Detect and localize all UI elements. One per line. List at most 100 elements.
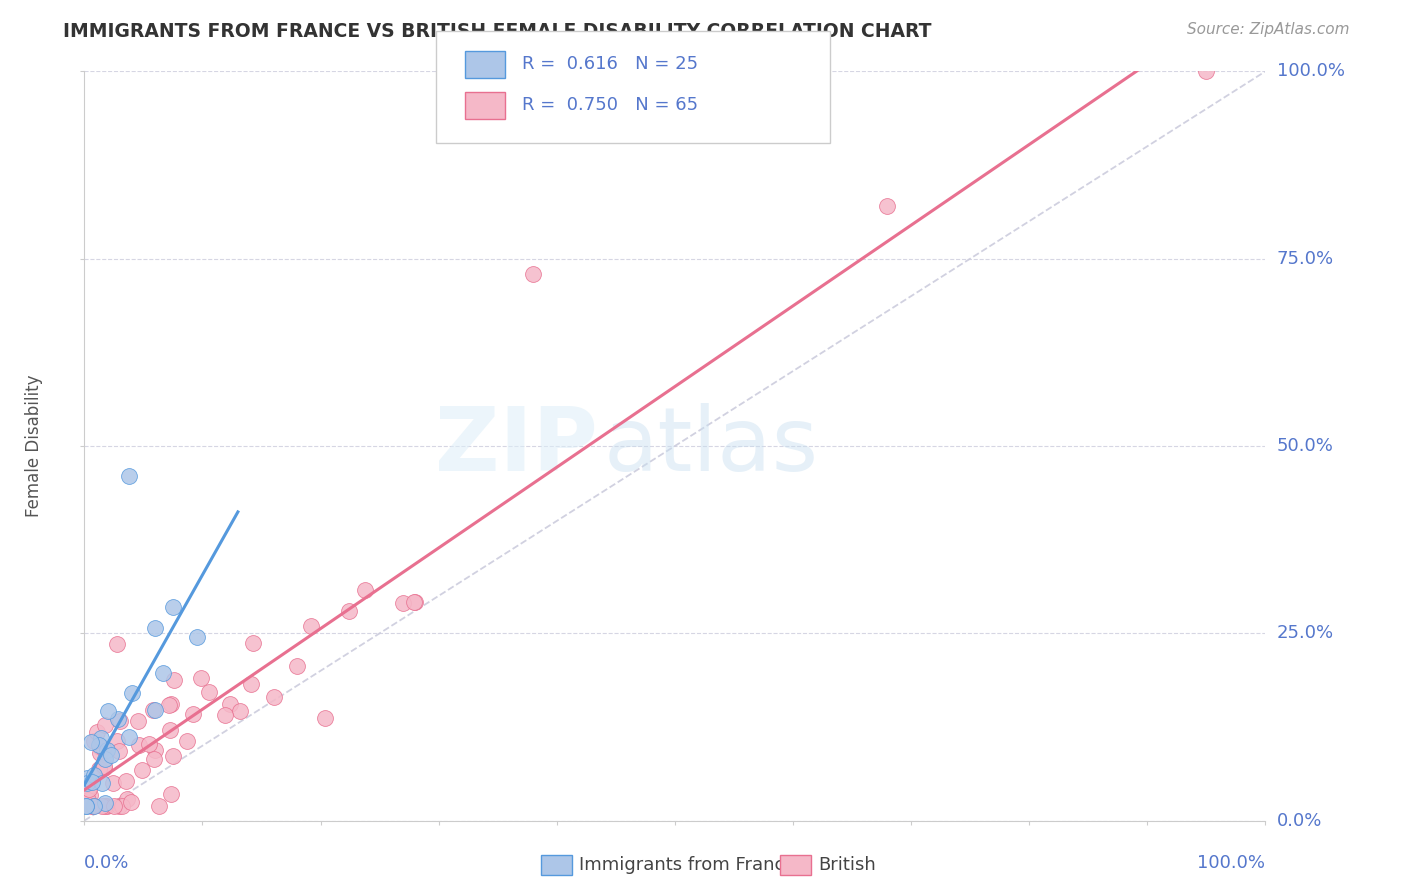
Point: [76, 771, 98, 785]
Point: [86, 724, 108, 739]
Point: [105, 637, 128, 651]
Text: 75.0%: 75.0%: [1277, 250, 1334, 268]
Point: [143, 702, 166, 716]
Point: [152, 666, 174, 681]
Point: [392, 596, 415, 610]
Text: R =  0.616   N = 25: R = 0.616 N = 25: [522, 55, 697, 73]
Point: [176, 734, 198, 748]
Point: [242, 635, 264, 649]
Point: [1195, 64, 1218, 78]
Point: [128, 738, 150, 752]
Text: 25.0%: 25.0%: [1277, 624, 1334, 642]
Text: Female Disability: Female Disability: [25, 375, 44, 517]
Point: [94, 718, 117, 732]
Point: [83, 734, 105, 748]
Point: [229, 704, 252, 718]
Point: [101, 776, 124, 790]
Point: [107, 798, 129, 813]
Point: [77, 780, 100, 795]
Point: [263, 690, 285, 704]
Point: [115, 774, 138, 789]
Text: Source: ZipAtlas.com: Source: ZipAtlas.com: [1187, 22, 1350, 37]
Text: 100.0%: 100.0%: [1198, 855, 1265, 872]
Text: 100.0%: 100.0%: [1277, 62, 1344, 80]
Point: [118, 469, 141, 483]
Point: [103, 798, 125, 813]
Point: [162, 599, 184, 614]
Point: [94, 752, 117, 766]
Point: [93, 761, 115, 775]
Text: atlas: atlas: [605, 402, 820, 490]
Point: [118, 730, 141, 744]
Point: [80, 735, 103, 749]
Point: [157, 698, 180, 712]
Point: [91, 776, 114, 790]
Point: [83, 798, 105, 813]
Point: [75, 798, 97, 813]
Point: [107, 712, 129, 726]
Point: [214, 707, 236, 722]
Point: [181, 706, 204, 721]
Point: [91, 798, 114, 813]
Point: [120, 795, 142, 809]
Point: [142, 752, 165, 766]
Point: [121, 686, 143, 700]
Point: [522, 267, 544, 281]
Point: [87, 738, 110, 752]
Point: [218, 697, 240, 711]
Point: [105, 734, 128, 748]
Point: [186, 630, 208, 644]
Point: [138, 737, 160, 751]
Point: [162, 749, 184, 764]
Point: [143, 621, 166, 635]
Point: [80, 775, 103, 789]
Point: [75, 789, 97, 804]
Point: [91, 740, 114, 755]
Point: [159, 698, 181, 712]
Point: [107, 744, 129, 758]
Point: [87, 762, 110, 776]
Point: [143, 743, 166, 757]
Point: [96, 798, 118, 813]
Point: [131, 763, 153, 777]
Text: ZIP: ZIP: [436, 402, 598, 490]
Point: [80, 798, 103, 813]
Point: [82, 798, 104, 813]
Point: [76, 793, 98, 807]
Point: [79, 788, 101, 802]
Point: [148, 798, 170, 813]
Text: R =  0.750   N = 65: R = 0.750 N = 65: [522, 96, 697, 114]
Point: [159, 723, 181, 737]
Point: [190, 671, 212, 685]
Point: [83, 768, 105, 782]
Text: Immigrants from France: Immigrants from France: [579, 856, 796, 874]
Point: [197, 685, 219, 699]
Point: [404, 595, 426, 609]
Point: [354, 582, 377, 597]
Text: 50.0%: 50.0%: [1277, 437, 1333, 455]
Point: [404, 595, 426, 609]
Point: [89, 740, 111, 755]
Point: [110, 798, 132, 813]
Point: [142, 703, 165, 717]
Point: [76, 776, 98, 790]
Text: 0.0%: 0.0%: [84, 855, 129, 872]
Point: [77, 781, 100, 796]
Point: [97, 704, 120, 718]
Point: [240, 677, 263, 691]
Point: [94, 796, 117, 810]
Point: [117, 791, 139, 805]
Point: [100, 747, 122, 762]
Text: 0.0%: 0.0%: [1277, 812, 1322, 830]
Point: [94, 798, 117, 813]
Point: [339, 604, 361, 618]
Point: [96, 743, 118, 757]
Point: [108, 714, 131, 729]
Point: [127, 714, 149, 729]
Point: [299, 619, 322, 633]
Point: [75, 798, 97, 813]
Text: British: British: [818, 856, 876, 874]
Point: [90, 731, 112, 746]
Point: [314, 711, 336, 725]
Point: [160, 787, 183, 801]
